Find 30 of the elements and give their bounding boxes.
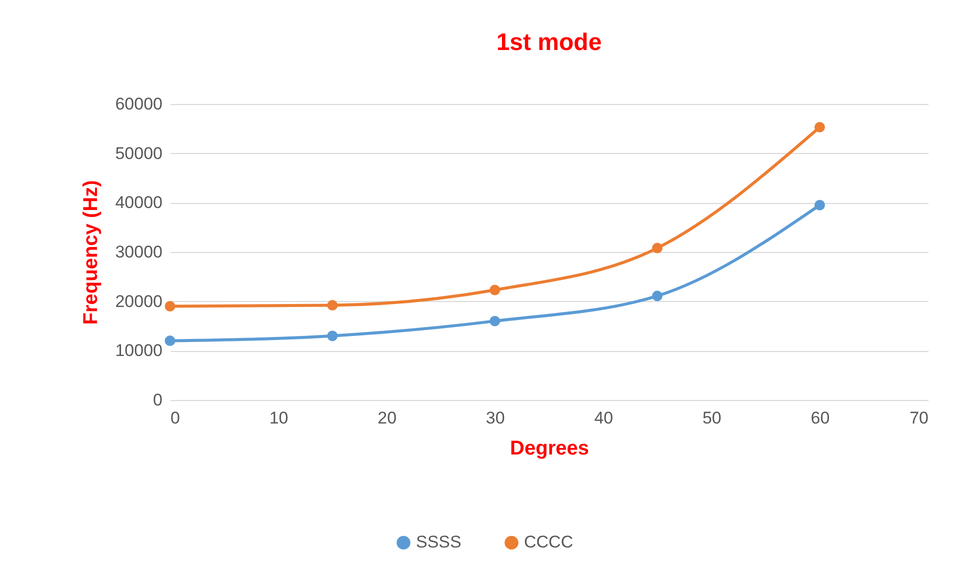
- y-tick-label: 60000: [115, 94, 162, 114]
- x-tick-label: 30: [486, 408, 505, 428]
- x-tick-label: 60: [810, 408, 830, 428]
- point: [164, 301, 176, 312]
- point: [164, 336, 176, 346]
- x-tick-label: 50: [702, 408, 722, 428]
- point: [814, 122, 825, 132]
- point: [814, 200, 825, 210]
- y-tick-label: 20000: [115, 292, 162, 311]
- y-tick-label: 10000: [115, 341, 162, 360]
- y-tick-label: 40000: [115, 193, 162, 212]
- x-tick-label: 20: [378, 408, 397, 428]
- point: [652, 242, 663, 254]
- point: [327, 300, 338, 311]
- legend-label: SSSS: [416, 532, 462, 552]
- point: [490, 316, 500, 326]
- point: [327, 330, 338, 342]
- y-tick-label: 50000: [115, 144, 162, 163]
- y-tick-label: 30000: [115, 242, 162, 262]
- x-axis-title: Degrees: [510, 438, 589, 460]
- chart-title: 1st mode: [496, 29, 602, 56]
- legend-label: CCCC: [524, 532, 574, 552]
- point: [490, 284, 500, 296]
- x-tick-label: 40: [594, 408, 614, 428]
- y-axis-title: Frequency (Hz): [80, 180, 102, 325]
- x-tick-label: 0: [170, 408, 180, 428]
- x-tick-label: 10: [269, 408, 288, 428]
- y-tick-label: 0: [153, 390, 162, 410]
- point: [652, 290, 663, 302]
- x-tick-label: 70: [910, 408, 928, 428]
